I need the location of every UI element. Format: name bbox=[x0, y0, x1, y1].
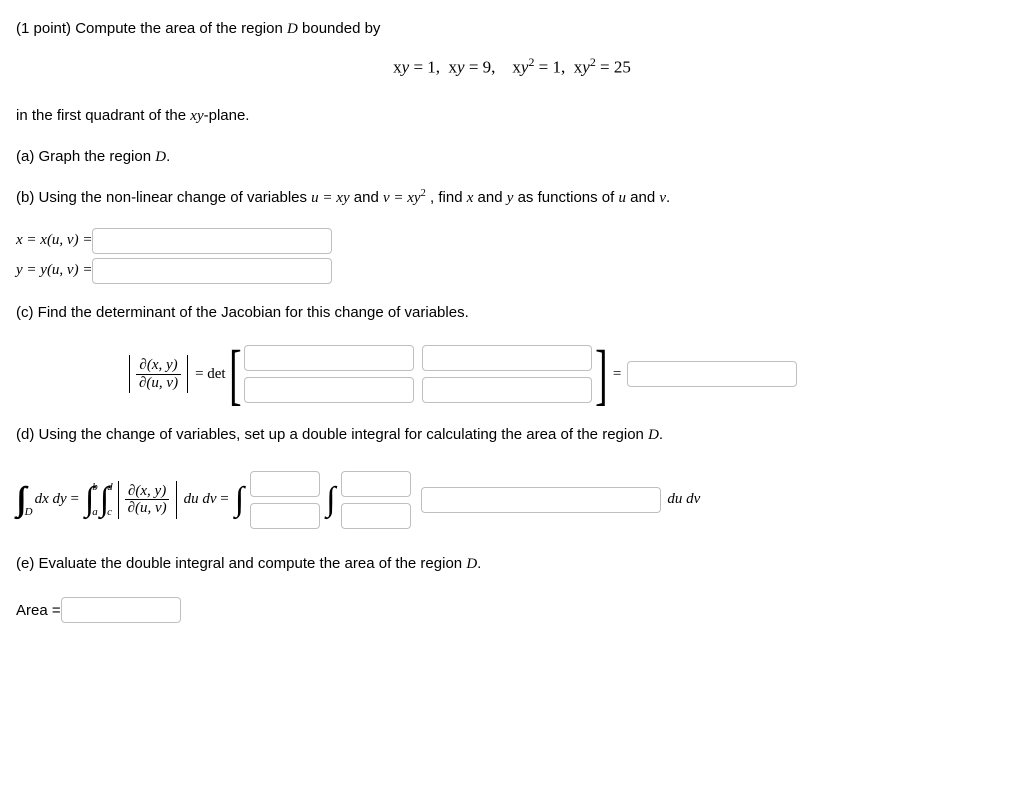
lim-b: b bbox=[92, 482, 98, 493]
dudv-2: du dv bbox=[667, 491, 700, 508]
part-b-a: (b) Using the non-linear change of varia… bbox=[16, 189, 311, 206]
x-row: x = x(u, v) = bbox=[16, 228, 1008, 254]
y-label: y = y(u, v) = bbox=[16, 262, 92, 279]
part-e-text: (e) Evaluate the double integral and com… bbox=[16, 555, 466, 572]
q-c: -plane. bbox=[204, 107, 250, 124]
part-e-dot: . bbox=[477, 555, 481, 572]
jac-num-2: ∂(x, y) bbox=[125, 483, 169, 501]
intro-tail: bounded by bbox=[298, 20, 381, 37]
eq-det: = det bbox=[195, 366, 226, 383]
part-b: (b) Using the non-linear change of varia… bbox=[16, 186, 1008, 210]
lim-d: d bbox=[107, 482, 113, 493]
part-c: (c) Find the determinant of the Jacobian… bbox=[16, 302, 1008, 325]
x-input[interactable] bbox=[92, 228, 332, 254]
jac-den-2: ∂(u, v) bbox=[125, 500, 170, 517]
matrix-12[interactable] bbox=[422, 345, 592, 371]
jac-den: ∂(u, v) bbox=[136, 375, 181, 392]
inner-lower-input[interactable] bbox=[341, 503, 411, 529]
outer-lower-input[interactable] bbox=[250, 503, 320, 529]
lim-c: c bbox=[107, 507, 113, 518]
part-a-text: (a) Graph the region bbox=[16, 148, 155, 165]
matrix-11[interactable] bbox=[244, 345, 414, 371]
lim-a: a bbox=[92, 507, 98, 518]
jacobian-row: ∂(x, y) ∂(u, v) = det [ ] = bbox=[126, 344, 1008, 404]
part-a: (a) Graph the region D. bbox=[16, 146, 1008, 169]
int-D-sub: D bbox=[25, 507, 33, 518]
q-a: in the first quadrant of the bbox=[16, 107, 190, 124]
area-input[interactable] bbox=[61, 597, 181, 623]
intro-text: (1 point) Compute the area of the region bbox=[16, 20, 287, 37]
abs-jacobian: ∂(x, y) ∂(u, v) bbox=[129, 355, 188, 393]
intro-var: D bbox=[287, 21, 298, 37]
dudv-1: du dv = bbox=[184, 491, 229, 508]
part-b-and: and bbox=[350, 189, 383, 206]
right-bracket: ] bbox=[595, 344, 607, 404]
y-input[interactable] bbox=[92, 258, 332, 284]
integrand-input[interactable] bbox=[421, 487, 661, 513]
part-d: (d) Using the change of variables, set u… bbox=[16, 424, 1008, 447]
x-label: x = x(u, v) = bbox=[16, 232, 92, 249]
jac-num: ∂(x, y) bbox=[136, 357, 180, 375]
abs-jacobian-2: ∂(x, y) ∂(u, v) bbox=[118, 481, 177, 519]
double-int-D: ∫∫ D bbox=[16, 482, 35, 518]
outer-upper-input[interactable] bbox=[250, 471, 320, 497]
matrix-21[interactable] bbox=[244, 377, 414, 403]
part-d-text: (d) Using the change of variables, set u… bbox=[16, 426, 648, 443]
part-e-var: D bbox=[466, 556, 477, 572]
intro-line: (1 point) Compute the area of the region… bbox=[16, 18, 1008, 41]
int-ab: ∫ ba bbox=[85, 482, 100, 518]
det-result-input[interactable] bbox=[627, 361, 797, 387]
part-a-var: D bbox=[155, 149, 166, 165]
quadrant-line: in the first quadrant of the xy-plane. bbox=[16, 105, 1008, 128]
q-b: xy bbox=[190, 108, 203, 124]
part-c-text: (c) Find the determinant of the Jacobian… bbox=[16, 304, 469, 321]
matrix-22[interactable] bbox=[422, 377, 592, 403]
area-label: Area = bbox=[16, 602, 61, 619]
equation-display: xy = 1, xy = 9, xy2 = 1, xy2 = 25 bbox=[16, 55, 1008, 78]
part-a-dot: . bbox=[166, 148, 170, 165]
left-bracket: [ bbox=[229, 344, 241, 404]
int-outer: ∫ bbox=[233, 483, 246, 517]
int-inner: ∫ bbox=[324, 483, 337, 517]
area-row: Area = bbox=[16, 597, 1008, 623]
part-d-dot: . bbox=[659, 426, 663, 443]
inner-upper-input[interactable] bbox=[341, 471, 411, 497]
eq-sign-1: = bbox=[613, 366, 621, 383]
integral-row: ∫∫ D dx dy = ∫ b a ∫ d c ∂(x, y) ∂(u, v) d… bbox=[16, 471, 1008, 529]
part-e: (e) Evaluate the double integral and com… bbox=[16, 553, 1008, 576]
int-cd: ∫ dc bbox=[100, 482, 115, 518]
part-d-var: D bbox=[648, 427, 659, 443]
dxdy: dx dy = bbox=[35, 491, 79, 508]
y-row: y = y(u, v) = bbox=[16, 258, 1008, 284]
